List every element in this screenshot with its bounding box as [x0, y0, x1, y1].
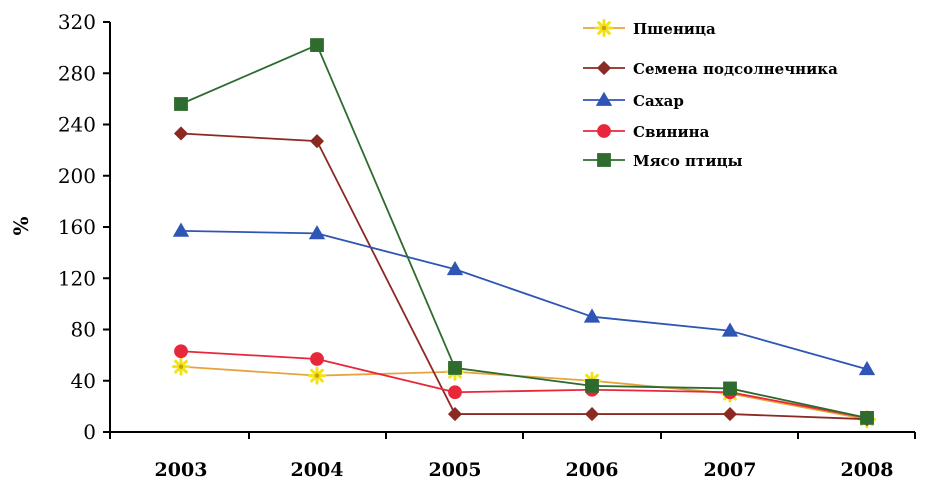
x-tick-label: 2005 [429, 459, 482, 479]
y-tick-label: 40 [71, 369, 96, 393]
data-point [597, 124, 611, 138]
legend-label: Мясо птицы [633, 152, 743, 170]
data-point [172, 222, 190, 237]
data-point [721, 322, 739, 337]
series-layer [172, 38, 876, 429]
legend-item: Мясо птицы [583, 152, 743, 170]
series-line [180, 44, 868, 419]
y-axis-label: % [9, 216, 33, 235]
y-tick-label: 80 [71, 318, 96, 342]
data-point [596, 60, 612, 76]
series-line [180, 132, 868, 421]
legend-item: Свинина [583, 123, 710, 141]
data-point [585, 378, 599, 393]
data-point [583, 308, 601, 323]
axes: 0 40 80 120 160 200 240 280 320 2003 2004 2005 2006 2… [58, 10, 916, 479]
series-line [180, 365, 868, 421]
legend: Пшеница Семена подсолнечника Сахар Свинина М… [583, 19, 838, 170]
y-tick-label: 0 [83, 420, 96, 444]
data-point [448, 385, 462, 400]
data-point [310, 38, 324, 52]
x-tick-label: 2008 [841, 459, 894, 479]
y-tick-label: 160 [58, 215, 96, 239]
y-tick-label: 320 [58, 10, 96, 34]
data-point [722, 406, 738, 422]
data-point [446, 260, 464, 276]
data-point [584, 406, 600, 422]
data-point [309, 134, 325, 149]
legend-item: Сахар [583, 91, 684, 110]
series-4 [174, 344, 874, 425]
data-point [447, 406, 463, 422]
data-point [172, 357, 190, 376]
series-3 [172, 222, 876, 376]
data-point [595, 19, 613, 37]
data-point [448, 361, 462, 375]
data-point [858, 360, 876, 376]
data-point [310, 352, 324, 366]
series-1 [172, 357, 876, 429]
legend-label: Сахар [633, 92, 684, 110]
series-5 [174, 38, 874, 425]
data-point [174, 344, 188, 359]
legend-item: Семена подсолнечника [583, 60, 838, 78]
x-tick-label: 2003 [155, 459, 208, 479]
y-tick-label: 240 [58, 113, 96, 137]
data-point [595, 91, 613, 106]
data-point [860, 411, 874, 425]
legend-item: Пшеница [583, 19, 716, 38]
data-point [308, 225, 326, 240]
data-point [308, 366, 326, 385]
series-2 [173, 126, 875, 427]
data-point [174, 97, 188, 111]
series-line [180, 350, 868, 419]
legend-label: Пшеница [633, 20, 716, 38]
data-point [597, 153, 611, 167]
x-tick-label: 2004 [291, 459, 344, 479]
y-tick-label: 200 [58, 164, 96, 188]
series-line [180, 229, 868, 371]
data-point [173, 126, 189, 141]
x-tick-label: 2006 [566, 459, 619, 479]
x-tick-label: 2007 [704, 459, 757, 479]
legend-label: Семена подсолнечника [633, 60, 838, 78]
y-tick-label: 120 [58, 266, 96, 290]
legend-label: Свинина [633, 123, 710, 141]
y-tick-label: 280 [58, 61, 96, 85]
data-point [723, 381, 737, 396]
